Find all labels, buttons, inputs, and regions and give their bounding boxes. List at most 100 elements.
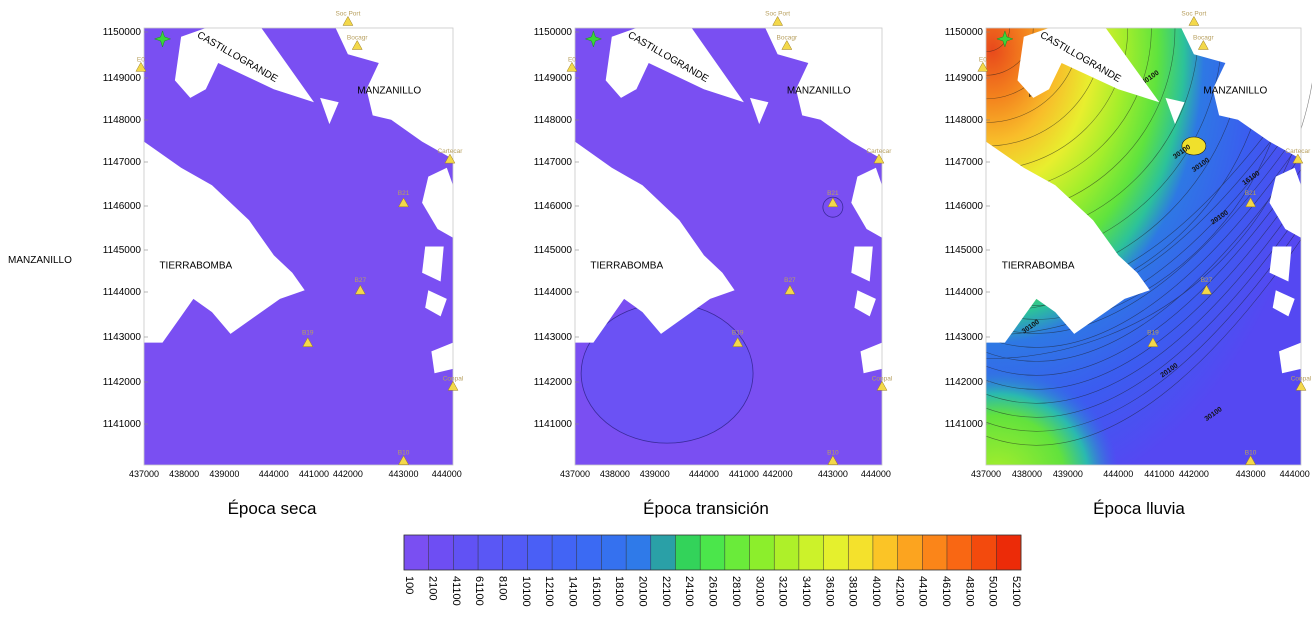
station-label: B27 (1201, 277, 1213, 284)
map-frame (985, 27, 1302, 466)
station-marker-icon (444, 153, 456, 164)
y-tick-label: 1143000 (103, 332, 142, 343)
colorbar-tick-label: 16100 (590, 576, 602, 607)
x-tick-label: 442000 (333, 469, 363, 479)
y-tick-label: 1143000 (945, 332, 984, 343)
contour-line (985, 211, 1302, 418)
x-tick-label: 444000 (1103, 469, 1133, 479)
colorbar-tick-label: 28100 (730, 576, 742, 607)
x-tick-label: 439000 (209, 469, 239, 479)
colorbar-tick-label: 36100 (823, 576, 835, 607)
station-label: B27 (784, 277, 796, 284)
land-mass (425, 290, 447, 317)
y-tick-label: 1142000 (945, 377, 984, 388)
y-tick-label: 1144000 (103, 287, 142, 298)
colorbar-frame (403, 534, 1022, 571)
colorbar-swatch (700, 535, 726, 570)
land-mass (860, 342, 882, 374)
colorbar-tick-label: 40100 (870, 576, 882, 607)
colorbar-tick-label: 34100 (800, 576, 812, 607)
colorbar-tick-label: 32100 (777, 576, 789, 607)
x-tick-label: 441000 (729, 469, 759, 479)
x-tick-label: 437000 (129, 469, 159, 479)
station-label: Bocagr (777, 34, 798, 41)
colorbar-swatch (996, 535, 1022, 570)
y-tick-label: 1147000 (103, 157, 142, 168)
x-tick-label: 437000 (560, 469, 590, 479)
colorbar-tick-label: 61100 (473, 576, 485, 606)
x-tick-label: 443000 (1236, 469, 1266, 479)
y-tick-label: 1142000 (103, 377, 142, 388)
land-masses (144, 28, 453, 374)
contour-line (985, 169, 1302, 376)
colorbar-tick-label: 20100 (637, 576, 649, 607)
station-marker-icon (398, 455, 409, 465)
station-label: B19 (302, 330, 314, 337)
x-tick-label: 441000 (299, 469, 329, 479)
land-mass (1181, 28, 1301, 160)
land-mass (1017, 28, 1160, 103)
colorbar-tick-label: 41100 (450, 576, 462, 606)
station-marker-icon (977, 61, 989, 72)
land-mass (335, 28, 453, 160)
y-tick-label: 1146000 (945, 201, 984, 212)
land-mass (605, 28, 744, 103)
x-tick-label: 443000 (389, 469, 419, 479)
land-mass (854, 290, 876, 317)
x-tick-label: 444000 (861, 469, 891, 479)
y-tick-label: 1143000 (534, 332, 573, 343)
station-marker-icon (566, 61, 578, 72)
colorbar-tick-label: 38100 (847, 576, 859, 607)
colorbar-swatch (946, 535, 973, 570)
colorbar-swatch (527, 535, 553, 570)
y-tick-label: 1148000 (103, 115, 142, 126)
contour-line (985, 183, 1302, 390)
colorbar-tick-label: 12100 (543, 576, 555, 607)
land-mass (750, 97, 769, 125)
x-tick-label: 441000 (1144, 469, 1174, 479)
station-marker-icon (1188, 15, 1200, 26)
x-tick-label: 444000 (259, 469, 289, 479)
station-marker-icon (135, 61, 147, 72)
x-tick-label: 438000 (1012, 469, 1042, 479)
colorbar-tick-label: 100 (403, 576, 415, 594)
colorbar-tick-label: 24100 (683, 576, 695, 607)
y-tick-label: 1141000 (103, 419, 142, 430)
x-tick-label: 437000 (971, 469, 1001, 479)
land-masses (986, 28, 1301, 374)
station-label: Conpal (872, 375, 893, 382)
panel-caption: Época seca (228, 499, 317, 518)
y-tick-label: 1149000 (534, 73, 573, 84)
map-panel-3: 3010040100301003010016100201003010020100… (945, 10, 1312, 518)
x-tick-label: 438000 (600, 469, 630, 479)
colorbar-tick-label: 30100 (753, 576, 765, 607)
y-tick-label: 1146000 (534, 201, 573, 212)
contour-line (985, 27, 1010, 52)
colorbar-swatch (922, 535, 948, 570)
x-tick-label: 438000 (169, 469, 199, 479)
x-tick-label: 444000 (432, 469, 462, 479)
y-tick-label: 1148000 (534, 115, 573, 126)
y-tick-label: 1145000 (534, 245, 573, 256)
colorbar-swatch (626, 535, 652, 570)
land-masses (575, 28, 882, 374)
land-mass (1279, 342, 1301, 374)
land-mass (1269, 246, 1292, 282)
compass-star-icon (996, 30, 1014, 48)
compass-star-icon (584, 30, 603, 48)
panel-caption: Época lluvia (1093, 499, 1185, 518)
colorbar-swatch (502, 535, 528, 570)
station-label: B21 (1245, 190, 1257, 197)
x-tick-label: 439000 (640, 469, 670, 479)
station-label: Conpal (1291, 375, 1312, 382)
colorbar-swatch (453, 535, 479, 570)
station-label: Soc Port (1181, 10, 1206, 17)
land-mass (320, 97, 339, 125)
colorbar-tick-label: 26100 (707, 576, 719, 607)
panel-caption: Época transición (643, 499, 769, 518)
station-label: Bocagr (347, 34, 368, 41)
station-label: B10 (827, 450, 839, 457)
x-tick-label: 439000 (1053, 469, 1083, 479)
colorbar-tick-label: 52100 (1010, 576, 1022, 607)
land-mass (765, 28, 882, 160)
